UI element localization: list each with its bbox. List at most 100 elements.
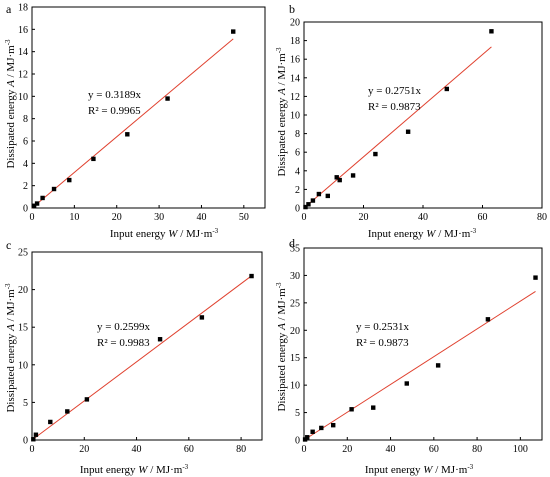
data-point	[350, 173, 356, 178]
data-point	[306, 202, 311, 207]
panel-b: b 0 20 40 60 80 0 2 4 6 8 10 12 14 16 18 20 y = 0.2751x…	[275, 2, 547, 240]
data-point	[310, 198, 316, 203]
data-point	[65, 409, 70, 414]
data-point	[325, 193, 330, 199]
data-point	[485, 317, 491, 322]
y-tick-label: 14	[18, 47, 28, 58]
y-tick-label: 25	[290, 298, 300, 309]
panel-label: b	[289, 2, 295, 16]
x-tick-label: 40	[132, 444, 142, 455]
y-tick-label: 5	[23, 398, 28, 409]
fit-r2: R² = 0.9983	[97, 337, 150, 349]
fit-r2: R² = 0.9873	[368, 101, 421, 113]
x-tick-label: 60	[429, 444, 439, 455]
x-tick-label: 100	[513, 444, 528, 455]
x-tick-label: 60	[478, 212, 488, 223]
x-axis-label: Input energy W / MJ·m-3	[365, 463, 474, 476]
data-point	[305, 435, 310, 440]
x-tick-label: 0	[302, 444, 307, 455]
x-tick-label: 20	[359, 212, 369, 223]
y-tick-label: 8	[295, 129, 300, 140]
data-point	[91, 156, 96, 162]
y-axis-label: Dissipated energy A / MJ·m-3	[4, 283, 17, 413]
plot-frame	[303, 247, 543, 441]
y-tick-label: 20	[18, 285, 28, 296]
fit-r2: R² = 0.9965	[88, 105, 141, 117]
y-axis-label: Dissipated energy A / MJ·m-3	[275, 47, 288, 177]
data-point	[373, 151, 378, 157]
y-tick-label: 4	[295, 166, 300, 177]
data-point	[199, 315, 205, 320]
y-tick-label: 12	[290, 92, 300, 103]
data-point	[165, 96, 170, 101]
data-point	[303, 204, 308, 210]
y-tick-label: 0	[295, 436, 300, 447]
x-axis-label: Input energy W / MJ·m-3	[110, 227, 219, 240]
fit-line	[303, 46, 492, 209]
data-point	[48, 419, 53, 425]
x-axis-label: Input energy W / MJ·m-3	[80, 463, 189, 476]
data-point	[157, 337, 163, 342]
data-point	[249, 273, 254, 279]
x-tick-label: 20	[112, 212, 122, 223]
data-point	[67, 177, 72, 183]
y-tick-label: 16	[18, 25, 28, 36]
x-tick-label: 20	[79, 444, 89, 455]
y-tick-label: 8	[23, 114, 28, 125]
y-tick-label: 2	[295, 185, 300, 196]
fit-equation: y = 0.2599x	[97, 321, 150, 333]
fit-line	[31, 275, 252, 441]
y-axis-label: Dissipated energy A / MJ·m-3	[4, 39, 17, 169]
data-point	[444, 86, 449, 92]
y-axis-label: Dissipated energy A / MJ·m-3	[275, 282, 288, 412]
x-tick-label: 20	[342, 444, 352, 455]
x-tick-label: 0	[302, 212, 307, 223]
y-tick-label: 20	[290, 18, 300, 29]
data-point	[84, 397, 90, 402]
x-tick-label: 40	[418, 212, 428, 223]
data-point	[125, 132, 130, 137]
fit-equation: y = 0.3189x	[88, 89, 141, 101]
y-tick-label: 15	[290, 353, 300, 364]
data-point	[33, 432, 39, 437]
data-point	[40, 195, 45, 201]
panel-label: d	[289, 236, 295, 250]
fit-r2: R² = 0.9873	[356, 337, 409, 349]
data-point	[51, 186, 57, 192]
panel-d: d 0 20 40 60 80 100 0 5 10 15 20 25 30 35 y = 0.2531x…	[275, 236, 543, 476]
x-tick-label: 40	[196, 212, 206, 223]
data-point	[331, 422, 336, 428]
data-point	[334, 175, 339, 180]
data-point	[319, 425, 324, 431]
data-point	[31, 437, 36, 442]
data-point	[405, 129, 411, 134]
y-tick-label: 15	[18, 323, 28, 334]
y-tick-label: 4	[23, 159, 28, 170]
y-tick-label: 6	[295, 148, 300, 159]
data-point	[371, 405, 376, 410]
panel-label: c	[6, 238, 11, 252]
data-point	[31, 203, 37, 208]
data-point	[489, 29, 494, 34]
x-tick-label: 80	[236, 444, 246, 455]
fit-equation: y = 0.2751x	[368, 85, 421, 97]
data-point	[349, 407, 354, 412]
y-tick-label: 12	[18, 70, 28, 81]
y-tick-label: 16	[290, 55, 300, 66]
y-tick-label: 20	[290, 326, 300, 337]
data-point	[34, 201, 40, 206]
y-tick-label: 5	[295, 408, 300, 419]
x-tick-label: 80	[537, 212, 547, 223]
y-tick-label: 35	[290, 244, 300, 255]
y-tick-label: 10	[290, 111, 300, 122]
y-tick-label: 30	[290, 271, 300, 282]
y-tick-label: 0	[295, 204, 300, 215]
x-tick-label: 50	[239, 212, 249, 223]
plot-frame	[31, 251, 263, 441]
panel-c: c 0 20 40 60 80 0 5 10 15 20 25 y = 0.2599x R² = 0…	[4, 238, 263, 476]
data-point	[231, 29, 236, 34]
y-tick-label: 18	[290, 36, 300, 47]
plot-frame	[31, 6, 266, 209]
data-point	[337, 177, 342, 183]
